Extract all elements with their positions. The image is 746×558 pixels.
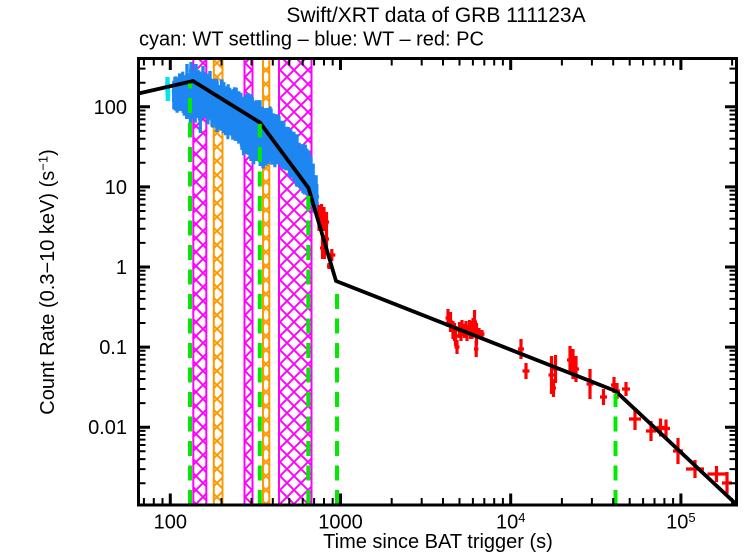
svg-text:1: 1 bbox=[116, 257, 127, 279]
svg-text:0.1: 0.1 bbox=[99, 337, 127, 359]
svg-text:100: 100 bbox=[154, 512, 187, 534]
svg-text:100: 100 bbox=[94, 97, 127, 119]
svg-text:0.01: 0.01 bbox=[88, 417, 127, 439]
svg-text:1000: 1000 bbox=[318, 512, 363, 534]
svg-text:Count Rate (0.3−10 keV) (s−1): Count Rate (0.3−10 keV) (s−1) bbox=[36, 149, 60, 415]
svg-text:104: 104 bbox=[496, 510, 525, 534]
svg-text:Time since BAT trigger (s): Time since BAT trigger (s) bbox=[323, 531, 553, 553]
svg-text:10: 10 bbox=[105, 177, 127, 199]
svg-text:Swift/XRT data of GRB 111123A: Swift/XRT data of GRB 111123A bbox=[286, 4, 585, 27]
svg-text:cyan: WT settling – blue: WT –: cyan: WT settling – blue: WT – red: PC bbox=[139, 29, 484, 51]
svg-text:105: 105 bbox=[666, 510, 695, 534]
